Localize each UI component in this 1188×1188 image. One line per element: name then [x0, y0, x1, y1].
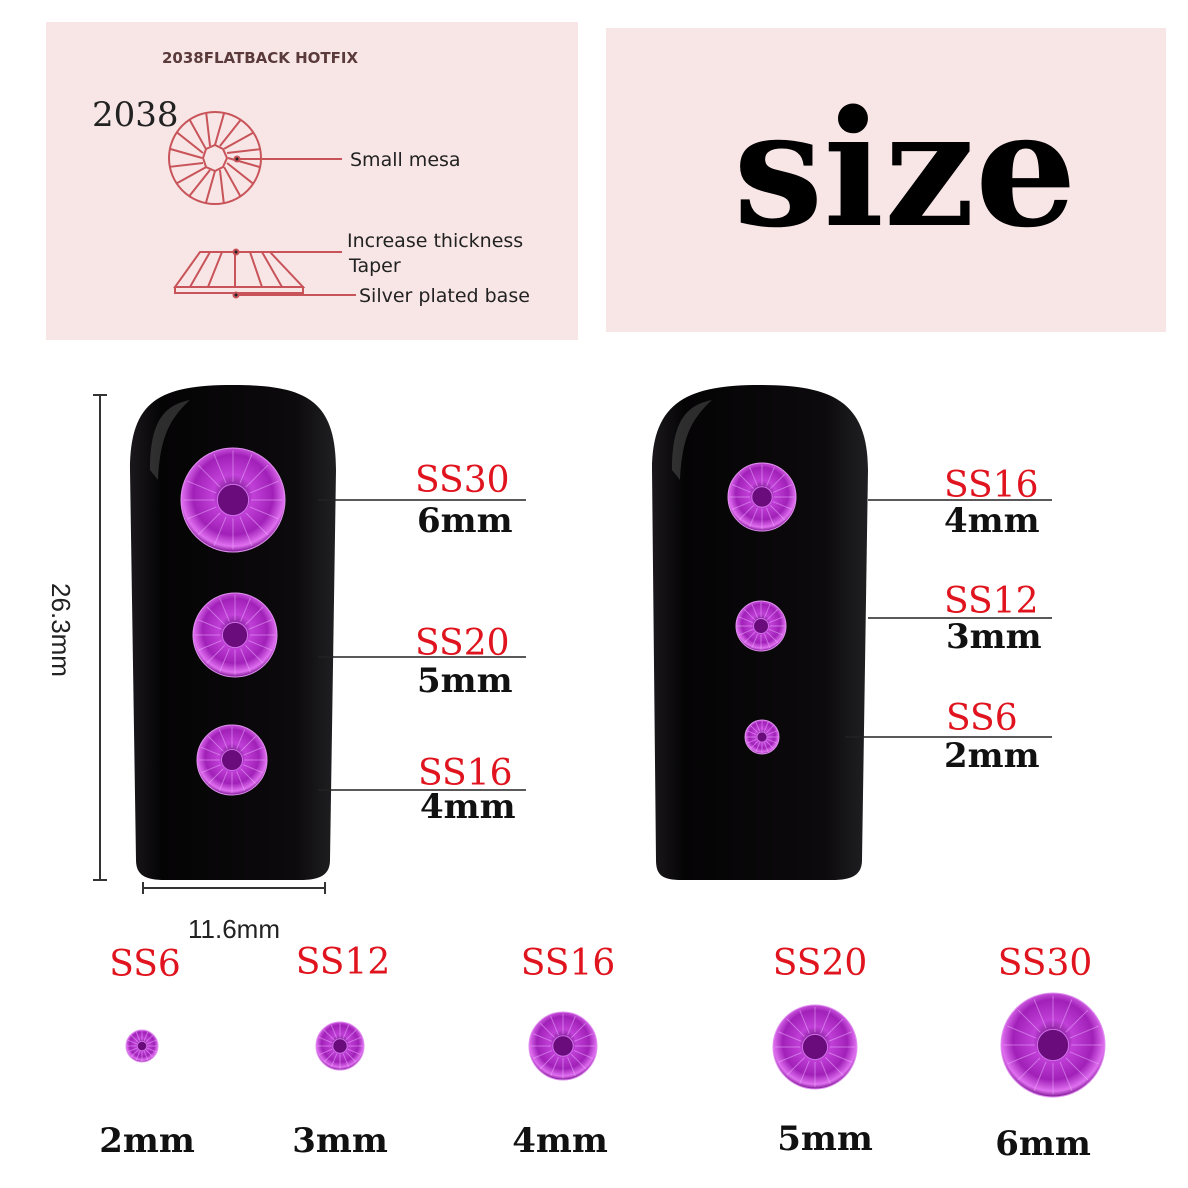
- bottom-size-5: 6mm: [995, 1124, 1091, 1164]
- top-view-diagram: [168, 111, 262, 205]
- left-code-1: SS30: [415, 460, 510, 501]
- callout-silver-base: Silver plated base: [359, 285, 530, 307]
- bottom-size-3: 4mm: [512, 1121, 608, 1161]
- title-panel: size: [606, 28, 1166, 332]
- rhinestone-gem: [315, 1021, 365, 1071]
- gems: [125, 447, 1106, 1098]
- bottom-code-1: SS6: [109, 944, 181, 985]
- width-dimension: 11.6mm: [188, 914, 280, 944]
- bottom-size-2: 3mm: [292, 1121, 388, 1161]
- left-size-2: 5mm: [417, 661, 513, 701]
- rhinestone-gem: [727, 462, 797, 532]
- diagram-header: 2038FLATBACK HOTFIX: [162, 49, 358, 67]
- right-code-1: SS16: [944, 465, 1039, 506]
- diagram-panel-bg: [46, 22, 578, 340]
- bottom-code-4: SS20: [773, 943, 868, 984]
- title-panel-bg: [606, 28, 1166, 332]
- page-title: size: [733, 75, 1077, 263]
- rhinestone-gem: [125, 1029, 159, 1063]
- right-code-2: SS12: [944, 581, 1039, 622]
- rhinestone-gem: [192, 592, 278, 678]
- leader-lines: [318, 499, 1052, 791]
- left-size-1: 6mm: [417, 501, 513, 541]
- left-code-2: SS20: [415, 623, 510, 664]
- rhinestone-gem: [772, 1004, 858, 1090]
- bottom-size-4: 5mm: [777, 1119, 873, 1159]
- rhinestone-gem: [180, 447, 286, 553]
- callout-small-mesa: Small mesa: [350, 149, 461, 171]
- left-size-3: 4mm: [420, 787, 516, 827]
- bottom-code-2: SS12: [296, 942, 391, 983]
- rhinestone-gem: [1000, 992, 1106, 1098]
- callout-lines: [232, 155, 356, 299]
- nail-highlight: [672, 400, 712, 480]
- callout-taper: Taper: [348, 255, 401, 277]
- right-size-2: 3mm: [946, 617, 1042, 657]
- right-size-1: 4mm: [944, 501, 1040, 541]
- rhinestone-gem: [735, 600, 787, 652]
- height-dimension: 26.3mm: [46, 583, 76, 677]
- bottom-code-5: SS30: [998, 943, 1093, 984]
- rhinestone-gem: [744, 719, 780, 755]
- diagram-panel: 2038FLATBACK HOTFIX 2038 Small mesa Incr…: [46, 22, 578, 340]
- callout-increase-thickness: Increase thickness: [347, 230, 523, 252]
- left-code-3: SS16: [418, 753, 513, 794]
- bottom-size-1: 2mm: [99, 1121, 195, 1161]
- rhinestone-gem: [196, 724, 268, 796]
- right-size-3: 2mm: [944, 736, 1040, 776]
- rhinestone-gem: [528, 1011, 598, 1081]
- bottom-code-3: SS16: [521, 943, 616, 984]
- right-code-3: SS6: [946, 698, 1018, 739]
- nail-highlight: [150, 400, 190, 480]
- dimension-lines: [93, 394, 326, 894]
- diagram-model: 2038: [92, 95, 179, 135]
